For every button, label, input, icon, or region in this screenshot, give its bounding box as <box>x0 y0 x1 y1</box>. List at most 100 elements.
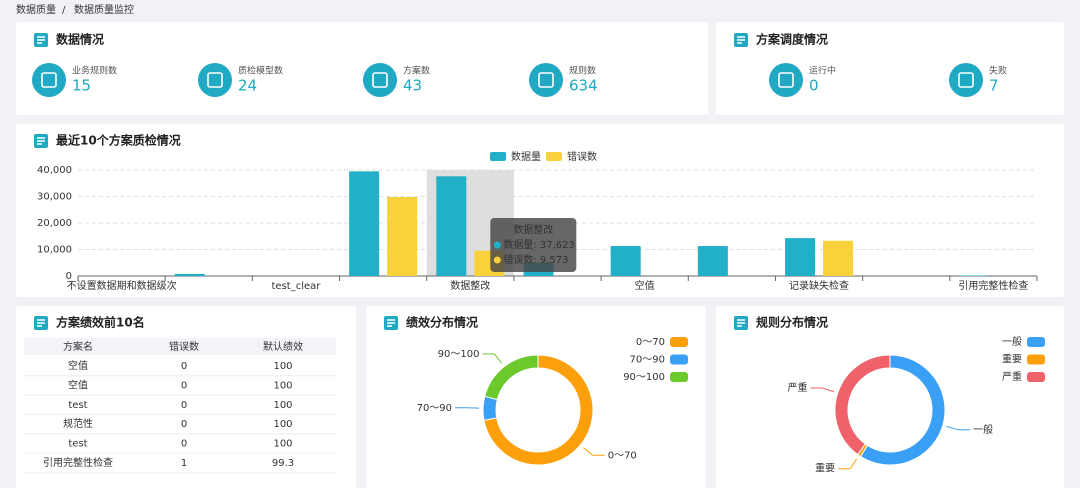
cell: 100 <box>273 400 292 411</box>
card-title: 绩效分布情况 <box>406 315 478 330</box>
slice-label: 0～70 <box>608 450 637 461</box>
y-tick-label: 10,000 <box>37 245 72 256</box>
slice-label: 严重 <box>787 381 807 394</box>
bar <box>959 275 990 276</box>
cell: 1 <box>181 458 187 469</box>
card-title: 方案绩效前10名 <box>56 315 145 330</box>
stat-icon <box>769 63 803 97</box>
stat-label: 方案数 <box>403 65 430 77</box>
cell: 0 <box>181 361 187 372</box>
column-header: 默认绩效 <box>263 340 303 353</box>
row-name-link[interactable]: 空值 <box>68 359 88 372</box>
stat-value: 24 <box>238 77 257 95</box>
donut-segment <box>484 354 539 401</box>
title-icon-glyph <box>387 319 395 327</box>
stat-icon <box>32 63 66 97</box>
legend-label: 数据量 <box>511 150 541 163</box>
cell: 100 <box>273 361 292 372</box>
legend-label: 一般 <box>1002 335 1022 348</box>
stat-icon-glyph <box>207 72 223 88</box>
column-header: 方案名 <box>63 340 93 353</box>
slice-label: 90～100 <box>438 349 480 360</box>
card <box>716 306 1064 488</box>
donut-segment <box>482 395 498 421</box>
legend-label: 严重 <box>1002 370 1022 383</box>
cell: 0 <box>181 419 187 430</box>
donut-segment <box>483 354 594 466</box>
column-header: 错误数 <box>169 340 199 353</box>
cell: 99.3 <box>272 458 294 469</box>
stat-label: 质检模型数 <box>238 65 283 77</box>
title-icon-glyph <box>37 319 45 327</box>
card-title: 规则分布情况 <box>756 315 828 330</box>
y-tick-label: 0 <box>66 271 72 282</box>
stat-label: 失败 <box>989 65 1007 77</box>
tooltip-dot <box>493 256 501 264</box>
x-tick-label: test_clear <box>272 281 322 292</box>
bar <box>610 246 641 276</box>
bar <box>174 273 205 276</box>
legend-label: 90～100 <box>623 372 665 383</box>
row-name-link[interactable]: test <box>68 400 87 411</box>
stat-label: 业务规则数 <box>72 65 117 77</box>
legend-label: 重要 <box>1002 353 1022 366</box>
stat-icon-glyph <box>538 72 554 88</box>
stat-icon-glyph <box>958 72 974 88</box>
legend-label: 70～90 <box>630 355 665 366</box>
bar <box>785 238 816 276</box>
slice-label: 一般 <box>973 423 993 436</box>
row-name-link[interactable]: 空值 <box>68 378 88 391</box>
cell: 100 <box>273 419 292 430</box>
breadcrumb-separator: / <box>62 5 66 16</box>
card-title: 最近10个方案质检情况 <box>56 133 181 148</box>
stat-icon <box>198 63 232 97</box>
cell: 0 <box>181 400 187 411</box>
tooltip-item: 错误数: 9,573 <box>503 253 568 266</box>
legend-swatch <box>670 372 688 382</box>
y-tick-label: 40,000 <box>37 165 72 176</box>
slice-label: 重要 <box>815 462 835 475</box>
stat-icon <box>363 63 397 97</box>
card-title: 数据情况 <box>56 32 104 47</box>
stat-icon-glyph <box>41 72 57 88</box>
tooltip-dot <box>493 241 501 249</box>
legend-swatch <box>546 152 562 161</box>
stat-label: 运行中 <box>809 65 836 77</box>
legend-swatch <box>1027 337 1045 347</box>
leader-line <box>946 425 971 431</box>
bar <box>387 197 418 276</box>
stat-value: 634 <box>569 77 598 95</box>
x-tick-label: 不设置数据期和数据级次 <box>67 279 177 292</box>
x-tick-label: 引用完整性检查 <box>958 279 1028 292</box>
breadcrumb-item: 数据质量监控 <box>74 3 134 16</box>
bar <box>349 171 380 276</box>
title-icon-glyph <box>37 137 45 145</box>
legend-swatch <box>670 354 688 365</box>
title-icon-glyph <box>37 36 45 44</box>
row-name-link[interactable]: 规范性 <box>63 417 93 430</box>
row-name-link[interactable]: test <box>68 439 87 450</box>
card <box>366 306 706 488</box>
y-tick-label: 20,000 <box>37 218 72 229</box>
legend-swatch <box>1027 372 1045 382</box>
slice-label: 70～90 <box>417 403 452 414</box>
breadcrumb-item[interactable]: 数据质量 <box>16 3 56 16</box>
stat-label: 规则数 <box>569 65 596 77</box>
title-icon-glyph <box>737 319 745 327</box>
cell: 0 <box>181 380 187 391</box>
stat-icon <box>529 63 563 97</box>
bar <box>697 246 728 276</box>
cell: 0 <box>181 439 187 450</box>
row-name-link[interactable]: 引用完整性检查 <box>43 456 113 469</box>
legend-label: 错误数 <box>567 150 597 163</box>
cell: 100 <box>273 439 292 450</box>
title-icon-glyph <box>737 36 745 44</box>
legend-swatch <box>1027 354 1045 365</box>
stat-icon <box>949 63 983 97</box>
stat-value: 43 <box>403 77 422 95</box>
tooltip <box>490 218 577 272</box>
stat-value: 15 <box>72 77 91 95</box>
x-tick-label: 数据整改 <box>450 279 490 292</box>
